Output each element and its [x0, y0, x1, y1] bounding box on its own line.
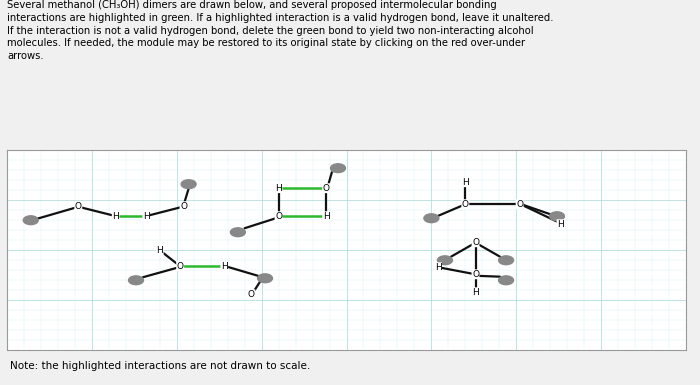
Circle shape — [258, 274, 272, 283]
Text: H: H — [156, 246, 163, 255]
Circle shape — [438, 256, 452, 264]
Text: O: O — [75, 202, 82, 211]
Text: H: H — [112, 212, 119, 221]
Circle shape — [498, 256, 514, 264]
Text: Several methanol (CH₃OH) dimers are drawn below, and several proposed intermolec: Several methanol (CH₃OH) dimers are draw… — [7, 0, 554, 61]
Circle shape — [498, 276, 514, 285]
Text: O: O — [180, 202, 187, 211]
Circle shape — [230, 228, 245, 237]
Text: H: H — [275, 184, 282, 192]
Text: H: H — [435, 263, 442, 272]
Text: H: H — [472, 288, 479, 297]
Text: O: O — [472, 238, 479, 247]
Circle shape — [129, 276, 144, 285]
Text: Note: the highlighted interactions are not drawn to scale.: Note: the highlighted interactions are n… — [10, 361, 311, 371]
Circle shape — [330, 164, 346, 172]
Text: O: O — [516, 200, 523, 209]
Text: O: O — [176, 262, 183, 271]
Circle shape — [424, 214, 439, 223]
Text: H: H — [462, 178, 469, 187]
Text: H: H — [143, 212, 150, 221]
Text: O: O — [248, 290, 255, 299]
Text: O: O — [462, 200, 469, 209]
Text: H: H — [221, 262, 228, 271]
Text: H: H — [557, 220, 564, 229]
Circle shape — [23, 216, 38, 224]
Circle shape — [181, 180, 196, 189]
Text: O: O — [472, 270, 479, 279]
Text: O: O — [275, 212, 282, 221]
Text: O: O — [323, 184, 330, 192]
Text: H: H — [323, 212, 330, 221]
Circle shape — [550, 212, 564, 221]
